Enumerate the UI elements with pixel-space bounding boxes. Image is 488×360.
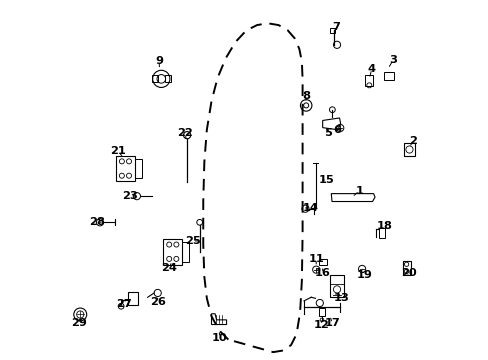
Text: 6: 6 <box>333 125 341 135</box>
Bar <box>329 275 343 297</box>
Text: 28: 28 <box>89 217 104 227</box>
Text: 3: 3 <box>388 55 397 65</box>
Text: 20: 20 <box>401 268 416 278</box>
Bar <box>383 72 393 81</box>
Bar <box>163 239 182 265</box>
Bar <box>164 75 170 82</box>
Text: 16: 16 <box>314 268 330 278</box>
Bar <box>318 309 325 316</box>
Text: 15: 15 <box>319 175 334 185</box>
Bar <box>402 261 410 275</box>
Text: 11: 11 <box>308 254 324 264</box>
Text: 10: 10 <box>211 333 227 343</box>
Text: 21: 21 <box>110 146 126 156</box>
Text: 23: 23 <box>122 191 138 201</box>
Text: 5: 5 <box>324 129 331 138</box>
Bar <box>135 159 142 179</box>
Bar <box>378 228 384 238</box>
Bar <box>128 292 138 305</box>
Text: 12: 12 <box>313 320 329 330</box>
Bar <box>329 28 335 33</box>
Text: 22: 22 <box>177 129 193 138</box>
Bar <box>318 258 326 265</box>
Bar <box>182 242 188 262</box>
Text: 9: 9 <box>155 56 163 66</box>
Bar <box>152 75 158 82</box>
Text: 4: 4 <box>367 64 375 74</box>
Text: 8: 8 <box>302 91 309 101</box>
Text: 29: 29 <box>71 319 86 328</box>
Text: 25: 25 <box>184 236 200 246</box>
Bar <box>403 143 414 156</box>
Bar <box>116 156 135 181</box>
Text: 18: 18 <box>376 221 392 231</box>
Text: 24: 24 <box>161 263 177 273</box>
Text: 17: 17 <box>324 319 340 328</box>
Text: 14: 14 <box>302 203 318 213</box>
Text: 2: 2 <box>408 136 416 145</box>
Bar <box>365 75 372 86</box>
Text: 7: 7 <box>332 22 340 32</box>
Text: 26: 26 <box>149 297 165 307</box>
Text: 1: 1 <box>355 186 363 196</box>
Text: 13: 13 <box>333 293 348 303</box>
Text: 27: 27 <box>116 299 132 309</box>
Text: 19: 19 <box>356 270 372 280</box>
